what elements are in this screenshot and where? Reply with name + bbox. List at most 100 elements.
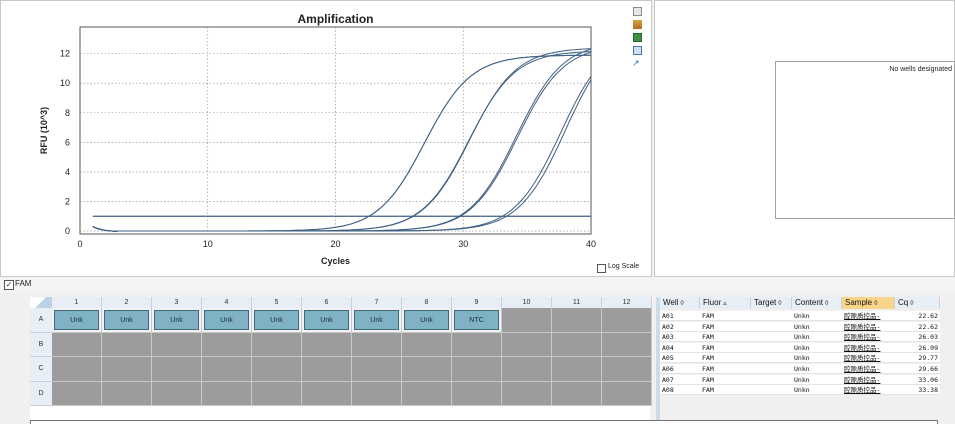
- plate-column-header-6[interactable]: 6: [302, 297, 352, 308]
- plate-well-D8[interactable]: [402, 381, 452, 406]
- table-row[interactable]: A07 FAM Unkn 腔隙质控品- 33.06: [660, 374, 940, 385]
- plate-well-B5[interactable]: [252, 332, 302, 357]
- plate-well-B2[interactable]: [102, 332, 152, 357]
- plate-well-C10[interactable]: [502, 357, 552, 382]
- table-row[interactable]: A02 FAM Unkn 腔隙质控品- 22.62: [660, 321, 940, 332]
- plate-well-B12[interactable]: [602, 332, 652, 357]
- plate-column-header-3[interactable]: 3: [152, 297, 202, 308]
- plate-well-A3[interactable]: Unk: [152, 308, 202, 333]
- export-image-icon[interactable]: [633, 33, 642, 42]
- plate-well-C1[interactable]: [52, 357, 102, 382]
- table-cell-content: Unkn: [792, 385, 842, 396]
- table-row[interactable]: A04 FAM Unkn 腔隙质控品- 26.09: [660, 342, 940, 353]
- plate-column-header-11[interactable]: 11: [552, 297, 602, 308]
- plate-well-D6[interactable]: [302, 381, 352, 406]
- table-cell-fluor: FAM: [700, 353, 751, 364]
- plate-column-header-2[interactable]: 2: [102, 297, 152, 308]
- table-row[interactable]: A08 FAM Unkn 腔隙质控品- 33.38: [660, 385, 940, 396]
- plate-well-A4[interactable]: Unk: [202, 308, 252, 333]
- plate-column-header-12[interactable]: 12: [602, 297, 652, 308]
- print-icon[interactable]: [633, 20, 642, 29]
- plate-well-B7[interactable]: [352, 332, 402, 357]
- plate-column-header-10[interactable]: 10: [502, 297, 552, 308]
- plate-row-header-C[interactable]: C: [30, 357, 52, 382]
- plate-well-C4[interactable]: [202, 357, 252, 382]
- plate-well-A1[interactable]: Unk: [52, 308, 102, 333]
- plate-well-C9[interactable]: [452, 357, 502, 382]
- plate-well-A11[interactable]: [552, 308, 602, 333]
- plate-well-D5[interactable]: [252, 381, 302, 406]
- plate-well-A12[interactable]: [602, 308, 652, 333]
- sort-icon[interactable]: ◊: [678, 300, 684, 307]
- plate-well-D4[interactable]: [202, 381, 252, 406]
- plate-well-D2[interactable]: [102, 381, 152, 406]
- plate-column-header-7[interactable]: 7: [352, 297, 402, 308]
- plate-well-A8[interactable]: Unk: [402, 308, 452, 333]
- plate-well-B8[interactable]: [402, 332, 452, 357]
- plate-well-D3[interactable]: [152, 381, 202, 406]
- plate-select-all-corner[interactable]: [30, 297, 52, 308]
- plate-well-C2[interactable]: [102, 357, 152, 382]
- plate-well-C6[interactable]: [302, 357, 352, 382]
- plate-well-C12[interactable]: [602, 357, 652, 382]
- column-header-label: Sample: [845, 298, 873, 307]
- table-row[interactable]: A01 FAM Unkn 腔隙质控品- 22.62: [660, 311, 940, 321]
- plate-well-C8[interactable]: [402, 357, 452, 382]
- plate-column-header-4[interactable]: 4: [202, 297, 252, 308]
- sort-icon[interactable]: ◊: [823, 300, 829, 307]
- plate-well-D10[interactable]: [502, 381, 552, 406]
- plate-well-A5[interactable]: Unk: [252, 308, 302, 333]
- column-header-cq[interactable]: Cq ◊: [895, 297, 940, 309]
- plate-well-B1[interactable]: [52, 332, 102, 357]
- zoom-icon[interactable]: [633, 46, 642, 55]
- plate-well-C7[interactable]: [352, 357, 402, 382]
- plate-well-B6[interactable]: [302, 332, 352, 357]
- sort-icon[interactable]: ◊: [908, 300, 914, 307]
- table-row[interactable]: A06 FAM Unkn 腔隙质控品- 29.66: [660, 364, 940, 374]
- plate-column-header-9[interactable]: 9: [452, 297, 502, 308]
- plate-well-label: Unk: [154, 310, 199, 330]
- column-header-fluor[interactable]: Fluor ▵: [700, 297, 751, 309]
- plate-row-header-A[interactable]: A: [30, 308, 52, 333]
- column-header-well[interactable]: Well ◊: [660, 297, 700, 309]
- plate-well-C3[interactable]: [152, 357, 202, 382]
- column-header-content[interactable]: Content ◊: [792, 297, 842, 309]
- plate-well-A9[interactable]: NTC: [452, 308, 502, 333]
- sort-icon[interactable]: ◊: [872, 300, 878, 307]
- table-row[interactable]: A03 FAM Unkn 腔隙质控品- 26.03: [660, 332, 940, 343]
- plate-well-B3[interactable]: [152, 332, 202, 357]
- plate-well-D12[interactable]: [602, 381, 652, 406]
- table-cell-well: A01: [660, 311, 700, 321]
- column-header-sample[interactable]: Sample ◊: [842, 297, 895, 309]
- table-cell-fluor: FAM: [700, 364, 751, 374]
- plate-well-D1[interactable]: [52, 381, 102, 406]
- chart-settings-icon[interactable]: ↗: [632, 58, 640, 68]
- plate-well-D7[interactable]: [352, 381, 402, 406]
- plate-well-B11[interactable]: [552, 332, 602, 357]
- plate-column-header-8[interactable]: 8: [402, 297, 452, 308]
- plate-row-header-B[interactable]: B: [30, 332, 52, 357]
- plate-column-header-5[interactable]: 5: [252, 297, 302, 308]
- sort-icon[interactable]: ◊: [776, 300, 782, 307]
- plate-well-A10[interactable]: [502, 308, 552, 333]
- plate-well-C5[interactable]: [252, 357, 302, 382]
- plate-well-D11[interactable]: [552, 381, 602, 406]
- plate-well-A2[interactable]: Unk: [102, 308, 152, 333]
- plate-well-A7[interactable]: Unk: [352, 308, 402, 333]
- plate-well-B4[interactable]: [202, 332, 252, 357]
- plate-column-header-1[interactable]: 1: [52, 297, 102, 308]
- plate-well-A6[interactable]: Unk: [302, 308, 352, 333]
- plate-well-C11[interactable]: [552, 357, 602, 382]
- plate-well-B9[interactable]: [452, 332, 502, 357]
- plate-well-B10[interactable]: [502, 332, 552, 357]
- column-header-target[interactable]: Target ◊: [751, 297, 792, 309]
- y-tick-label: 4: [65, 167, 70, 177]
- copy-icon[interactable]: [633, 7, 642, 16]
- sort-icon[interactable]: ▵: [721, 300, 727, 307]
- fam-checkbox[interactable]: ✓: [4, 280, 14, 290]
- table-cell-well: A06: [660, 364, 700, 374]
- plate-well-D9[interactable]: [452, 381, 502, 406]
- log-scale-checkbox[interactable]: [597, 264, 606, 273]
- plate-row-header-D[interactable]: D: [30, 381, 52, 406]
- table-row[interactable]: A05 FAM Unkn 腔隙质控品- 29.77: [660, 353, 940, 364]
